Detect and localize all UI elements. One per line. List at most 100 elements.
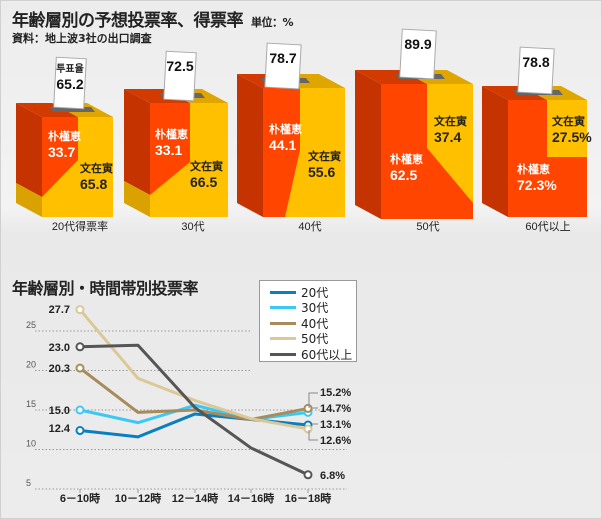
x-tick-label: 12－14時 bbox=[172, 491, 218, 505]
age-group-label: 20代得票率 bbox=[52, 219, 108, 233]
box-top-face bbox=[482, 86, 547, 100]
legend-label: 50代 bbox=[301, 332, 329, 346]
legend-item: 30代 bbox=[270, 300, 328, 316]
park-share: 62.5 bbox=[390, 167, 417, 183]
leader-line bbox=[308, 392, 318, 408]
data-point bbox=[75, 363, 85, 373]
box-front-park bbox=[263, 88, 300, 217]
series-40代: 20.3 15.2% bbox=[49, 363, 351, 421]
moon-share: 27.5% bbox=[552, 129, 592, 145]
y-tick-label: 15 bbox=[26, 399, 36, 409]
x-tick-label: 10－12時 bbox=[115, 491, 161, 505]
start-value-label: 15.0 bbox=[49, 405, 70, 417]
legend-item: 20代 bbox=[270, 284, 328, 300]
start-value-label: 12.4 bbox=[49, 423, 71, 435]
moon-name: 文在寅 bbox=[190, 159, 223, 173]
moon-name: 文在寅 bbox=[80, 161, 113, 175]
turnout-value: 78.7 bbox=[269, 50, 296, 66]
x-tick-label: 6－10時 bbox=[60, 491, 100, 505]
legend-label: 20代 bbox=[301, 285, 329, 300]
box-front-park bbox=[42, 117, 78, 197]
moon-share: 65.8 bbox=[80, 176, 107, 192]
end-value-label: 14.7% bbox=[320, 403, 351, 415]
park-name: 朴槿恵 bbox=[269, 122, 302, 136]
data-point bbox=[75, 426, 85, 436]
box-front-park bbox=[150, 103, 190, 195]
box-side-face bbox=[237, 74, 263, 217]
park-name: 朴槿恵 bbox=[517, 162, 550, 176]
line-chart-title: 年齢層別・時間帯別投票率 bbox=[12, 279, 199, 298]
age-group-label: 50代 bbox=[416, 220, 439, 233]
series-line bbox=[78, 308, 309, 431]
moon-share: 37.4 bbox=[434, 129, 461, 145]
moon-name: 文在寅 bbox=[434, 114, 467, 128]
chart-legend: 20代 30代 40代 50代 60代以上 bbox=[259, 280, 357, 362]
series-line bbox=[79, 343, 309, 477]
ballot-paper bbox=[163, 50, 197, 102]
age-group-label: 30代 bbox=[181, 220, 204, 233]
ballot-paper bbox=[264, 42, 302, 90]
turnout-label: 투표율 bbox=[56, 63, 84, 75]
legend-swatch bbox=[270, 306, 296, 309]
series-50代: 27.7 12.6% bbox=[49, 304, 352, 447]
park-name: 朴槿恵 bbox=[390, 152, 423, 166]
source-note: 資料：地上波3社の出口調査 bbox=[12, 32, 152, 45]
park-share: 33.7 bbox=[48, 144, 75, 160]
legend-swatch bbox=[270, 290, 296, 294]
moon-name: 文在寅 bbox=[308, 149, 341, 163]
box-side-face bbox=[482, 86, 508, 217]
park-name: 朴槿恵 bbox=[48, 129, 81, 143]
box-top-face bbox=[16, 103, 78, 117]
y-tick-label: 20 bbox=[26, 360, 36, 370]
park-name: 朴槿恵 bbox=[155, 127, 188, 141]
box-side-face-lower bbox=[16, 183, 42, 217]
legend-item: 60代以上 bbox=[270, 346, 352, 362]
legend-swatch bbox=[270, 337, 296, 340]
box-side-face bbox=[124, 89, 150, 195]
series-line bbox=[79, 366, 309, 421]
ballot-paper bbox=[517, 46, 555, 95]
turnout-value: 65.2 bbox=[56, 76, 83, 92]
data-point bbox=[75, 305, 85, 315]
y-tick-label: 5 bbox=[26, 478, 31, 488]
start-value-label: 27.7 bbox=[49, 304, 70, 316]
data-point bbox=[75, 342, 85, 352]
age-group-label: 60代以上 bbox=[525, 220, 570, 233]
data-point bbox=[303, 403, 313, 413]
moon-share: 66.5 bbox=[190, 174, 217, 190]
box-front-park bbox=[508, 100, 587, 217]
turnout-value: 72.5 bbox=[166, 58, 193, 74]
main-title: 年齢層別の予想投票率、得票率 単位：% bbox=[12, 11, 294, 31]
end-value-label: 12.6% bbox=[320, 435, 351, 447]
park-share: 33.1 bbox=[155, 142, 182, 158]
start-value-label: 23.0 bbox=[49, 342, 70, 354]
y-tick-label: 10 bbox=[26, 439, 36, 449]
box-front-park bbox=[381, 84, 473, 219]
y-tick-label: 25 bbox=[26, 320, 36, 330]
ballot-paper bbox=[53, 56, 87, 110]
moon-share: 55.6 bbox=[308, 164, 335, 180]
start-value-label: 20.3 bbox=[49, 363, 70, 375]
box-side-face bbox=[16, 103, 42, 197]
data-point bbox=[303, 470, 313, 480]
legend-swatch bbox=[270, 352, 296, 356]
turnout-value: 78.8 bbox=[522, 54, 549, 70]
leader-line bbox=[308, 430, 318, 441]
box-side-face bbox=[355, 70, 381, 219]
box-side-face-lower bbox=[124, 181, 150, 217]
turnout-value: 89.9 bbox=[404, 36, 431, 52]
x-tick-label: 14－16時 bbox=[228, 491, 274, 505]
legend-item: 50代 bbox=[270, 331, 328, 347]
park-share: 72.3% bbox=[517, 177, 557, 193]
series-60代以上: 23.0 6.8% bbox=[49, 342, 346, 482]
legend-item: 40代 bbox=[270, 315, 328, 331]
age-group-label: 40代 bbox=[298, 220, 321, 233]
end-value-label: 6.8% bbox=[320, 470, 345, 482]
park-share: 44.1 bbox=[269, 137, 296, 153]
legend-label: 30代 bbox=[301, 301, 329, 315]
